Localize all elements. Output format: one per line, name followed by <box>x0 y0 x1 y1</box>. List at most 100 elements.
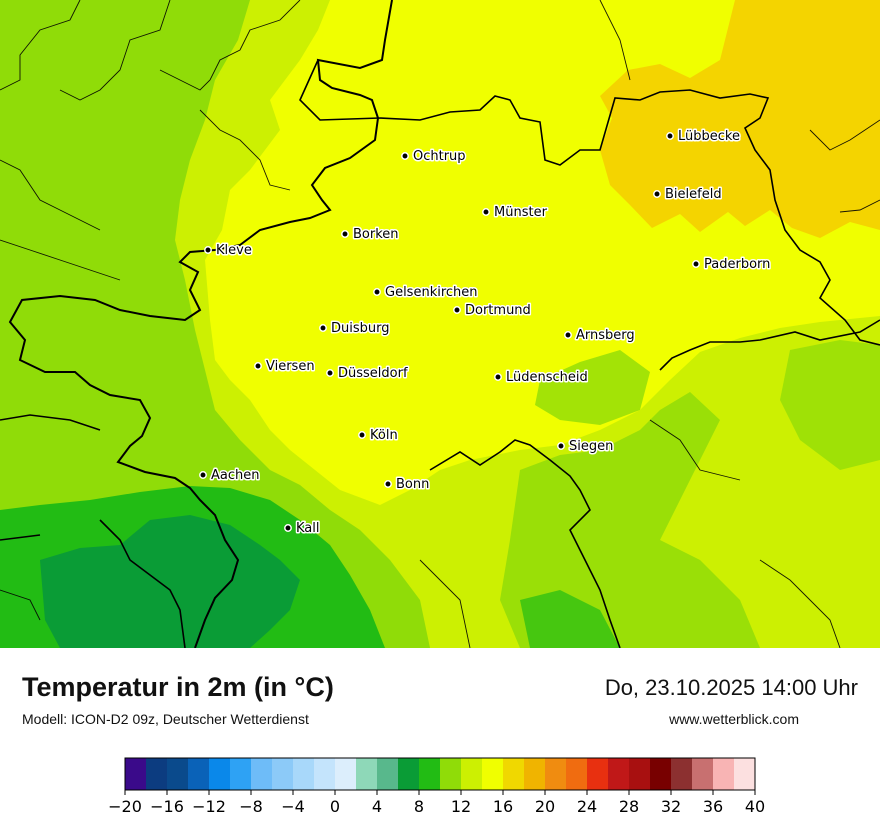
temperature-field-orange <box>600 0 880 238</box>
legend-swatch <box>524 758 546 790</box>
temperature-field-light-green <box>0 0 430 648</box>
legend-swatch <box>251 758 273 790</box>
legend-swatch <box>293 758 315 790</box>
city-marker: Ochtrup <box>401 148 467 166</box>
legend-swatch <box>209 758 231 790</box>
legend-swatch <box>503 758 525 790</box>
legend-tick-label: −4 <box>281 797 305 816</box>
city-dot <box>557 442 565 450</box>
city-label: Siegen <box>569 439 613 454</box>
legend-swatch <box>545 758 567 790</box>
legend-swatch <box>692 758 714 790</box>
city-dot <box>284 524 292 532</box>
city-label: Lübbecke <box>678 129 740 144</box>
city-markers: Lübbecke Ochtrup Bielefeld Münster Borken Kle… <box>199 128 772 538</box>
map-title: Temperatur in 2m (in °C) <box>22 672 334 702</box>
city-marker: Bonn <box>384 476 431 494</box>
legend-tick-label: 8 <box>414 797 424 816</box>
city-label: Münster <box>494 205 548 220</box>
temperature-field-light-green-patch1 <box>535 350 650 425</box>
city-dot <box>358 431 366 439</box>
temperature-field-dark-green <box>40 515 300 648</box>
map-svg: Lübbecke Ochtrup Bielefeld Münster Borken Kle… <box>0 0 880 648</box>
city-marker: Kall <box>284 520 321 538</box>
district-borders <box>0 0 880 648</box>
legend-tick-label: 24 <box>577 797 597 816</box>
city-marker: Paderborn <box>692 256 772 274</box>
legend-swatch <box>734 758 756 790</box>
city-marker: Borken <box>341 226 400 244</box>
city-marker: Düsseldorf <box>326 365 409 383</box>
color-legend: −20 −16 −12 −8 −4 0 4 8 12 16 20 24 28 32 36 40 <box>0 756 880 830</box>
legend-swatch <box>587 758 609 790</box>
model-info: Modell: ICON-D2 09z, Deutscher Wetterdie… <box>22 711 309 727</box>
legend-svg: −20 −16 −12 −8 −4 0 4 8 12 16 20 24 28 32 36 40 <box>108 757 765 816</box>
city-dot <box>341 230 349 238</box>
city-dot <box>373 288 381 296</box>
city-label: Gelsenkirchen <box>385 285 478 300</box>
legend-tick-label: 4 <box>372 797 382 816</box>
city-dot <box>384 480 392 488</box>
map-footer: Temperatur in 2m (in °C) Modell: ICON-D2… <box>0 648 880 830</box>
legend-swatch <box>713 758 735 790</box>
city-marker: Münster <box>482 204 549 222</box>
legend-swatch <box>671 758 693 790</box>
city-marker: Bielefeld <box>653 186 723 204</box>
city-marker: Duisburg <box>319 320 391 338</box>
city-dot <box>326 369 334 377</box>
city-marker: Aachen <box>199 467 261 485</box>
city-label: Duisburg <box>331 321 390 336</box>
legend-swatch <box>272 758 294 790</box>
legend-tick-label: 0 <box>330 797 340 816</box>
legend-tick-label: 32 <box>661 797 681 816</box>
city-label: Kall <box>296 521 320 536</box>
legend-swatch <box>146 758 168 790</box>
city-dot <box>653 190 661 198</box>
legend-swatch <box>314 758 336 790</box>
city-marker: Kleve <box>204 242 253 260</box>
legend-swatch <box>482 758 504 790</box>
legend-swatch <box>608 758 630 790</box>
legend-tick-label: 20 <box>535 797 555 816</box>
city-dot <box>564 331 572 339</box>
city-dot <box>482 208 490 216</box>
city-label: Viersen <box>266 359 315 374</box>
city-marker: Dortmund <box>453 302 532 320</box>
temperature-field-green-east <box>520 590 620 648</box>
city-marker: Lübbecke <box>666 128 741 146</box>
temperature-map[interactable]: Lübbecke Ochtrup Bielefeld Münster Borken Kle… <box>0 0 880 648</box>
city-marker: Viersen <box>254 358 316 376</box>
legend-tick-label: 36 <box>703 797 723 816</box>
legend-tick-label: 28 <box>619 797 639 816</box>
city-label: Arnsberg <box>576 328 635 343</box>
website-link[interactable]: www.wetterblick.com <box>669 711 799 727</box>
city-label: Lüdenscheid <box>506 370 588 385</box>
city-marker: Siegen <box>557 438 615 456</box>
city-dot <box>453 306 461 314</box>
city-dot <box>204 246 212 254</box>
city-label: Ochtrup <box>413 149 466 164</box>
city-label: Bonn <box>396 477 429 492</box>
city-marker: Lüdenscheid <box>494 369 589 387</box>
legend-tick-label: −8 <box>239 797 263 816</box>
legend-swatch <box>188 758 210 790</box>
legend-tick-label: 16 <box>493 797 513 816</box>
city-label: Dortmund <box>465 303 531 318</box>
legend-swatch <box>440 758 462 790</box>
legend-tick-label: 40 <box>745 797 765 816</box>
city-marker: Arnsberg <box>564 327 636 345</box>
legend-tick-label: 12 <box>451 797 471 816</box>
city-label: Kleve <box>216 243 252 258</box>
city-label: Köln <box>370 428 398 443</box>
state-border <box>0 59 880 648</box>
legend-swatch <box>419 758 441 790</box>
legend-swatch <box>125 758 147 790</box>
city-label: Bielefeld <box>665 187 722 202</box>
legend-swatch <box>230 758 252 790</box>
city-dot <box>199 471 207 479</box>
city-label: Aachen <box>211 468 259 483</box>
legend-swatch <box>461 758 483 790</box>
legend-swatch <box>167 758 189 790</box>
temperature-field-light-green-east <box>500 392 760 648</box>
legend-tick-label: −12 <box>192 797 226 816</box>
